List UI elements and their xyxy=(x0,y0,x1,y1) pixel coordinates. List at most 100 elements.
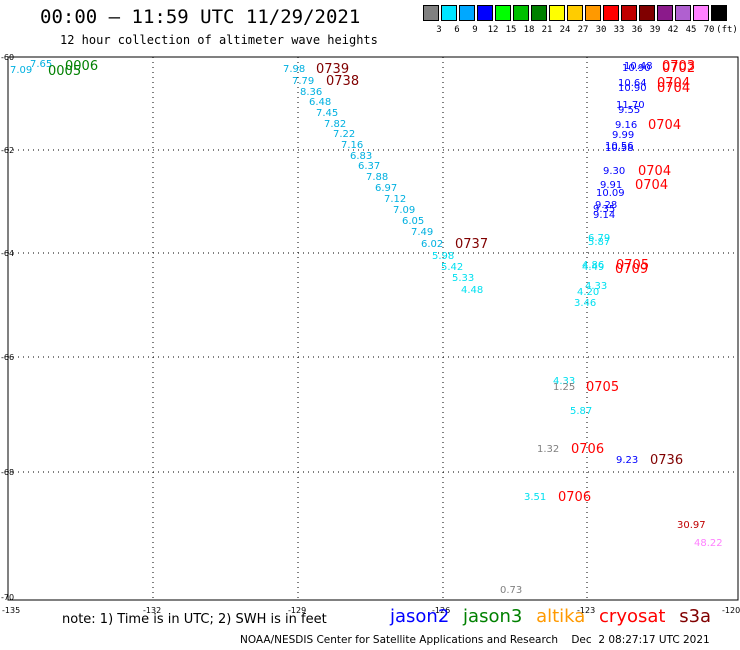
obs-wave-height-label: 10.09 xyxy=(596,188,625,199)
lat-tick-label: -66 xyxy=(1,353,14,362)
obs-wave-height-label: 9.30 xyxy=(603,166,625,177)
obs-wave-height-label: 30.97 xyxy=(677,520,706,531)
colorbar-label: 42 xyxy=(667,25,679,35)
lon-tick-label: -132 xyxy=(143,606,161,615)
obs-wave-height-label: 7.22 xyxy=(333,129,355,140)
lon-tick-label: -126 xyxy=(432,606,450,615)
obs-wave-height-label: 1.25 xyxy=(553,382,575,393)
obs-wave-height-label: 5.87 xyxy=(570,406,592,417)
obs-time-label: 0706 xyxy=(571,442,604,457)
obs-time-label: 0704 xyxy=(635,178,668,193)
units-note: note: 1) Time is in UTC; 2) SWH is in fe… xyxy=(62,612,327,627)
obs-wave-height-label: 6.48 xyxy=(309,97,331,108)
colorbar-label: 12 xyxy=(487,25,499,35)
obs-time-label: 0739 xyxy=(316,62,349,77)
obs-wave-height-label: 4.33 xyxy=(585,281,607,292)
obs-wave-height-label: 7.79 xyxy=(292,76,314,87)
colorbar-swatch xyxy=(675,5,691,21)
obs-wave-height-label: 6.83 xyxy=(350,151,372,162)
obs-wave-height-label: 6.05 xyxy=(402,216,424,227)
lat-tick-label: -60 xyxy=(1,53,14,62)
obs-time-label: 0006 xyxy=(65,59,98,74)
lat-tick-label: -70 xyxy=(1,593,14,602)
legend-altika: altika xyxy=(536,606,586,627)
obs-wave-height-label: 9.16 xyxy=(615,120,637,131)
lat-tick-label: -62 xyxy=(1,146,14,155)
obs-wave-height-label: 10.90 xyxy=(618,83,647,94)
colorbar-label: 9 xyxy=(472,25,478,35)
colorbar-swatch xyxy=(567,5,583,21)
obs-wave-height-label: 10.58 xyxy=(605,143,634,154)
colorbar-label: 36 xyxy=(631,25,643,35)
obs-wave-height-label: 5.42 xyxy=(441,262,463,273)
colorbar-label: 33 xyxy=(613,25,625,35)
obs-wave-height-label: 9.14 xyxy=(593,210,615,221)
obs-wave-height-label: 4.86 xyxy=(582,260,604,271)
obs-wave-height-label: 9.91 xyxy=(600,180,622,191)
obs-wave-height-label: 1.32 xyxy=(537,444,559,455)
obs-wave-height-label: 3.51 xyxy=(524,492,546,503)
colorbar-label: 70 xyxy=(703,25,715,35)
obs-wave-height-label: 6.37 xyxy=(358,161,380,172)
obs-time-label: 0005 xyxy=(48,64,81,79)
obs-time-label: 0704 xyxy=(657,76,690,91)
colorbar-label: 6 xyxy=(454,25,460,35)
lon-tick-label: -129 xyxy=(288,606,306,615)
colorbar-label: 15 xyxy=(505,25,517,35)
obs-time-label: 0705 xyxy=(616,258,649,273)
legend-jason3: jason3 xyxy=(463,606,523,627)
colorbar-swatch xyxy=(585,5,601,21)
colorbar-swatch xyxy=(423,5,439,21)
obs-time-label: 0736 xyxy=(650,453,683,468)
colorbar-label: (ft) xyxy=(716,25,738,35)
colorbar-swatch xyxy=(603,5,619,21)
colorbar-swatch xyxy=(441,5,457,21)
obs-wave-height-label: 9.23 xyxy=(616,455,638,466)
obs-wave-height-label: 10.56 xyxy=(605,141,634,152)
obs-wave-height-label: 5.98 xyxy=(432,251,454,262)
obs-time-label: 0705 xyxy=(586,380,619,395)
graticule xyxy=(8,57,738,600)
obs-wave-height-label: 9.99 xyxy=(612,130,634,141)
obs-wave-height-label: 48.22 xyxy=(694,538,723,549)
lon-tick-label: -120 xyxy=(722,606,740,615)
obs-wave-height-label: 3.46 xyxy=(574,298,596,309)
obs-wave-height-label: 9.35 xyxy=(593,204,615,215)
colorbar-label: 18 xyxy=(523,25,535,35)
obs-wave-height-label: 7.09 xyxy=(393,205,415,216)
credit-line: NOAA/NESDIS Center for Satellite Applica… xyxy=(240,634,710,646)
obs-wave-height-label: 10.64 xyxy=(618,78,647,89)
colorbar-swatch xyxy=(495,5,511,21)
colorbar-label: 45 xyxy=(685,25,697,35)
lat-tick-label: -68 xyxy=(1,468,14,477)
obs-wave-height-label: 7.49 xyxy=(411,227,433,238)
obs-time-label: 0703 xyxy=(662,59,695,74)
obs-wave-height-label: 6.97 xyxy=(375,183,397,194)
colorbar-swatch xyxy=(513,5,529,21)
lat-tick-label: -64 xyxy=(1,249,14,258)
obs-time-label: 0737 xyxy=(455,237,488,252)
legend-jason2: jason2 xyxy=(390,606,450,627)
obs-wave-height-label: 6.02 xyxy=(421,239,443,250)
map-title: 00:00 — 11:59 UTC 11/29/2021 xyxy=(40,6,361,28)
obs-wave-height-label: 4.48 xyxy=(461,285,483,296)
map-frame xyxy=(7,56,739,601)
obs-wave-height-label: 6.79 xyxy=(588,233,610,244)
obs-wave-height-label: 8.36 xyxy=(300,87,322,98)
satellite-legend: jason2 jason3 altika cryosat s3a xyxy=(390,606,719,627)
obs-wave-height-label: 7.12 xyxy=(384,194,406,205)
obs-wave-height-label: 10.90 xyxy=(622,63,651,74)
obs-wave-height-label: 7.88 xyxy=(366,172,388,183)
colorbar-swatch xyxy=(621,5,637,21)
obs-wave-height-label: 7.82 xyxy=(324,119,346,130)
colorbar-swatch xyxy=(477,5,493,21)
map-subtitle: 12 hour collection of altimeter wave hei… xyxy=(60,33,378,47)
obs-wave-height-label: 7.65 xyxy=(30,59,52,70)
colorbar-label: 27 xyxy=(577,25,589,35)
obs-wave-height-label: 7.98 xyxy=(283,64,305,75)
legend-cryosat: cryosat xyxy=(599,606,666,627)
obs-wave-height-label: 9.55 xyxy=(618,105,640,116)
obs-wave-height-label: 9.28 xyxy=(595,200,617,211)
colorbar-label: 30 xyxy=(595,25,607,35)
